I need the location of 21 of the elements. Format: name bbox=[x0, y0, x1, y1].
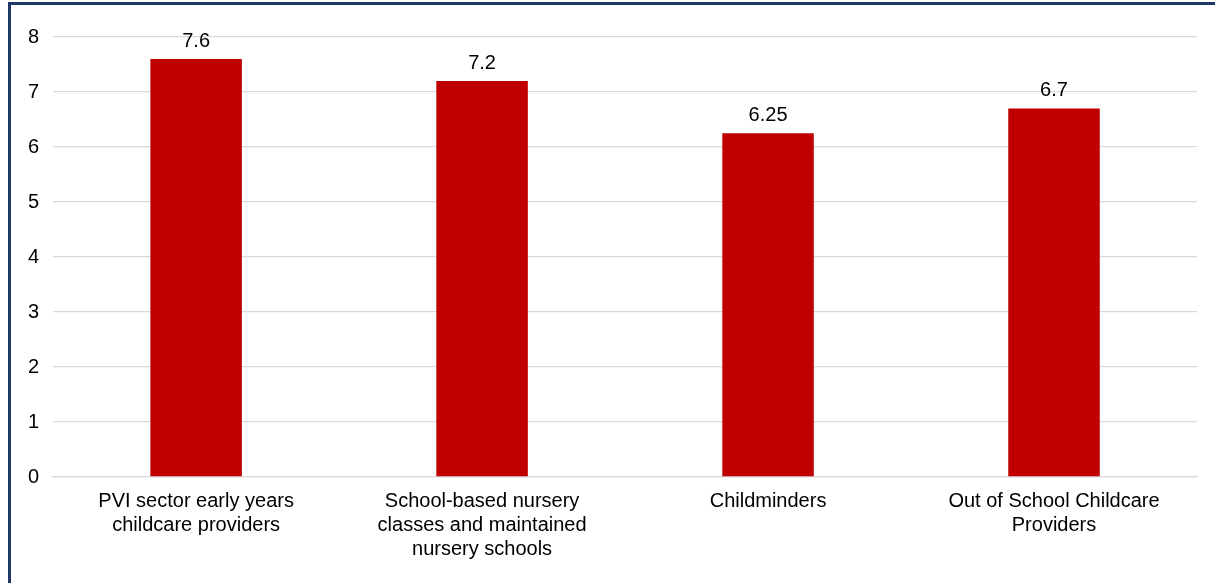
y-tick-label: 1 bbox=[28, 409, 40, 432]
x-tick-label: School-based nursery classes and maintained nursery schools bbox=[377, 488, 587, 559]
bar bbox=[722, 133, 814, 477]
bar bbox=[1008, 108, 1100, 477]
x-tick-label: Out of School Childcare Providers bbox=[948, 488, 1160, 535]
y-tick-label: 0 bbox=[28, 464, 40, 487]
bar bbox=[150, 59, 242, 477]
x-tick-label: PVI sector early years childcare providers bbox=[98, 488, 294, 535]
data-label: 6.25 bbox=[748, 102, 788, 125]
data-label: 7.6 bbox=[182, 28, 211, 51]
y-tick-label: 6 bbox=[28, 134, 40, 157]
bar bbox=[436, 81, 528, 477]
y-tick-label: 4 bbox=[28, 244, 40, 267]
data-label: 7.2 bbox=[468, 50, 496, 73]
x-tick-label: Childminders bbox=[709, 488, 827, 511]
y-tick-label: 5 bbox=[28, 189, 40, 212]
y-tick-label: 7 bbox=[28, 79, 40, 102]
y-tick-label: 8 bbox=[28, 24, 40, 47]
y-tick-label: 2 bbox=[28, 354, 40, 377]
data-label: 6.7 bbox=[1040, 78, 1068, 101]
y-tick-label: 3 bbox=[28, 299, 40, 322]
